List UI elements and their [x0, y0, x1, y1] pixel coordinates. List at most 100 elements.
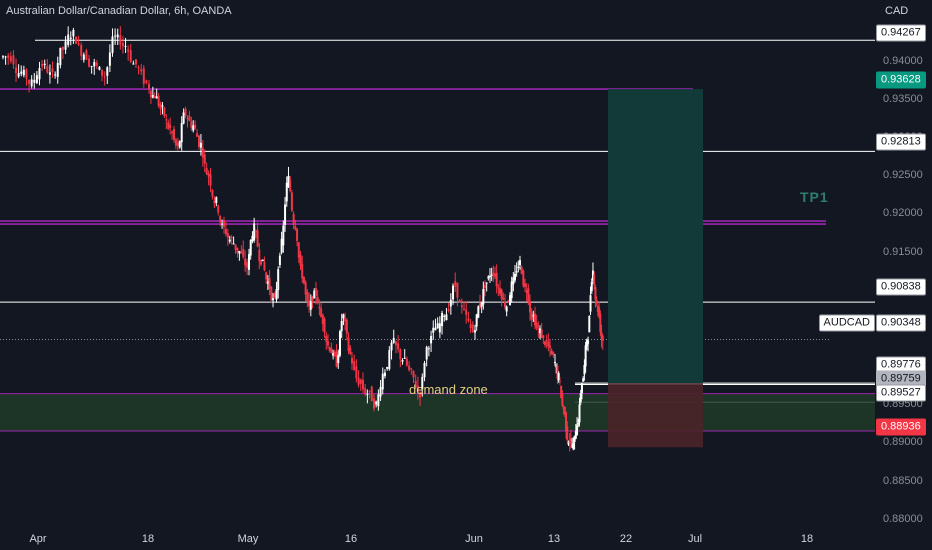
candle-bull	[427, 348, 430, 350]
tp1-label: TP1	[800, 189, 829, 205]
candle-bear	[273, 293, 276, 297]
time-tick: Jul	[687, 533, 703, 545]
candle-bull	[392, 338, 395, 343]
time-tick: 22	[619, 533, 633, 545]
candle-bear	[463, 308, 466, 310]
candle-bear	[145, 80, 148, 83]
candle-bear	[171, 131, 174, 134]
candle-bear	[174, 139, 177, 146]
candle-bear	[499, 288, 501, 294]
candle-bear	[351, 357, 353, 364]
candle-bear	[209, 174, 212, 186]
candle-bull	[519, 260, 521, 266]
candle-bull	[590, 282, 593, 292]
candle-bear	[601, 335, 604, 341]
candle-bull	[116, 34, 119, 38]
candle-bear	[552, 352, 555, 356]
candle-bull	[430, 335, 433, 344]
price-chart[interactable]	[0, 0, 875, 528]
time-tick: 16	[344, 533, 358, 545]
candle-bull	[436, 323, 439, 329]
candle-bull	[438, 323, 441, 333]
candle-bull	[572, 443, 575, 450]
candle-bear	[349, 347, 352, 354]
candle-bull	[38, 68, 41, 80]
candle-bear	[153, 95, 156, 99]
candle-bull	[33, 79, 36, 83]
candle-bear	[494, 273, 496, 277]
candle-bull	[261, 259, 264, 262]
candle-bull	[532, 315, 535, 317]
candle-bear	[545, 340, 548, 342]
candle-bear	[414, 380, 417, 388]
candle-bear	[234, 244, 237, 250]
candle-bull	[17, 72, 20, 77]
price-axis[interactable]: CAD 0.940000.935000.930000.925000.920000…	[875, 0, 932, 550]
candle-bear	[537, 328, 540, 330]
price-tick: 0.89000	[883, 436, 923, 449]
candle-bear	[169, 124, 172, 129]
candle-bear	[137, 67, 140, 69]
candle-bear	[101, 69, 104, 76]
candle-bear	[203, 154, 206, 164]
candle-bull	[574, 431, 577, 439]
time-tick: Jun	[465, 533, 483, 545]
candle-bull	[275, 289, 278, 300]
candle-bear	[157, 96, 160, 106]
candlestick-series	[2, 26, 604, 452]
candle-bull	[539, 328, 541, 334]
candle-bear	[566, 426, 569, 441]
candle-bear	[419, 392, 422, 398]
candle-bear	[25, 69, 28, 79]
candle-bull	[445, 314, 448, 321]
candle-bear	[46, 65, 49, 73]
demand-zone-label: demand zone	[409, 382, 488, 397]
candle-bear	[525, 290, 528, 294]
candle-bear	[294, 226, 297, 230]
candle-bear	[224, 228, 227, 235]
candle-bull	[309, 301, 312, 310]
candle-bear	[9, 56, 12, 62]
price-label-resistance-mid: 0.92813	[876, 133, 926, 151]
candle-bear	[410, 368, 413, 370]
candle-bear	[296, 228, 299, 241]
candle-bear	[563, 407, 566, 414]
candle-bull	[582, 378, 585, 382]
candle-bear	[465, 309, 468, 315]
candle-bear	[188, 115, 191, 121]
target-box	[608, 89, 703, 384]
candle-bear	[149, 90, 152, 98]
candle-bull	[452, 285, 455, 300]
candle-bull	[487, 276, 490, 279]
candle-bear	[196, 133, 199, 137]
time-axis[interactable]: Apr 18 May 16 Jun 13 22 Jul 18	[0, 528, 875, 550]
candle-bear	[316, 297, 319, 304]
candle-bull	[515, 271, 518, 273]
candle-bear	[226, 233, 229, 238]
candle-bull	[567, 441, 570, 445]
candle-bull	[215, 197, 218, 203]
candle-bull	[106, 67, 109, 76]
candle-bull	[284, 204, 287, 225]
candle-bear	[290, 192, 293, 211]
candle-bull	[4, 56, 7, 58]
candle-bear	[167, 122, 170, 129]
candle-bull	[30, 79, 33, 87]
candle-bull	[2, 56, 4, 58]
candle-bull	[93, 61, 96, 67]
time-tick: 13	[547, 533, 561, 545]
candle-bear	[568, 441, 571, 443]
candle-bull	[56, 62, 59, 77]
candle-bear	[258, 249, 261, 262]
time-tick: 18	[800, 533, 814, 545]
candle-bull	[434, 327, 437, 331]
candle-bear	[51, 68, 54, 73]
candle-bear	[265, 272, 268, 280]
candle-bear	[524, 283, 526, 287]
demand-zone	[0, 393, 875, 431]
candle-bear	[304, 281, 307, 295]
candle-bull	[285, 182, 288, 202]
candle-bull	[192, 125, 195, 131]
candle-bull	[249, 239, 252, 256]
currency-unit: CAD	[885, 5, 909, 17]
